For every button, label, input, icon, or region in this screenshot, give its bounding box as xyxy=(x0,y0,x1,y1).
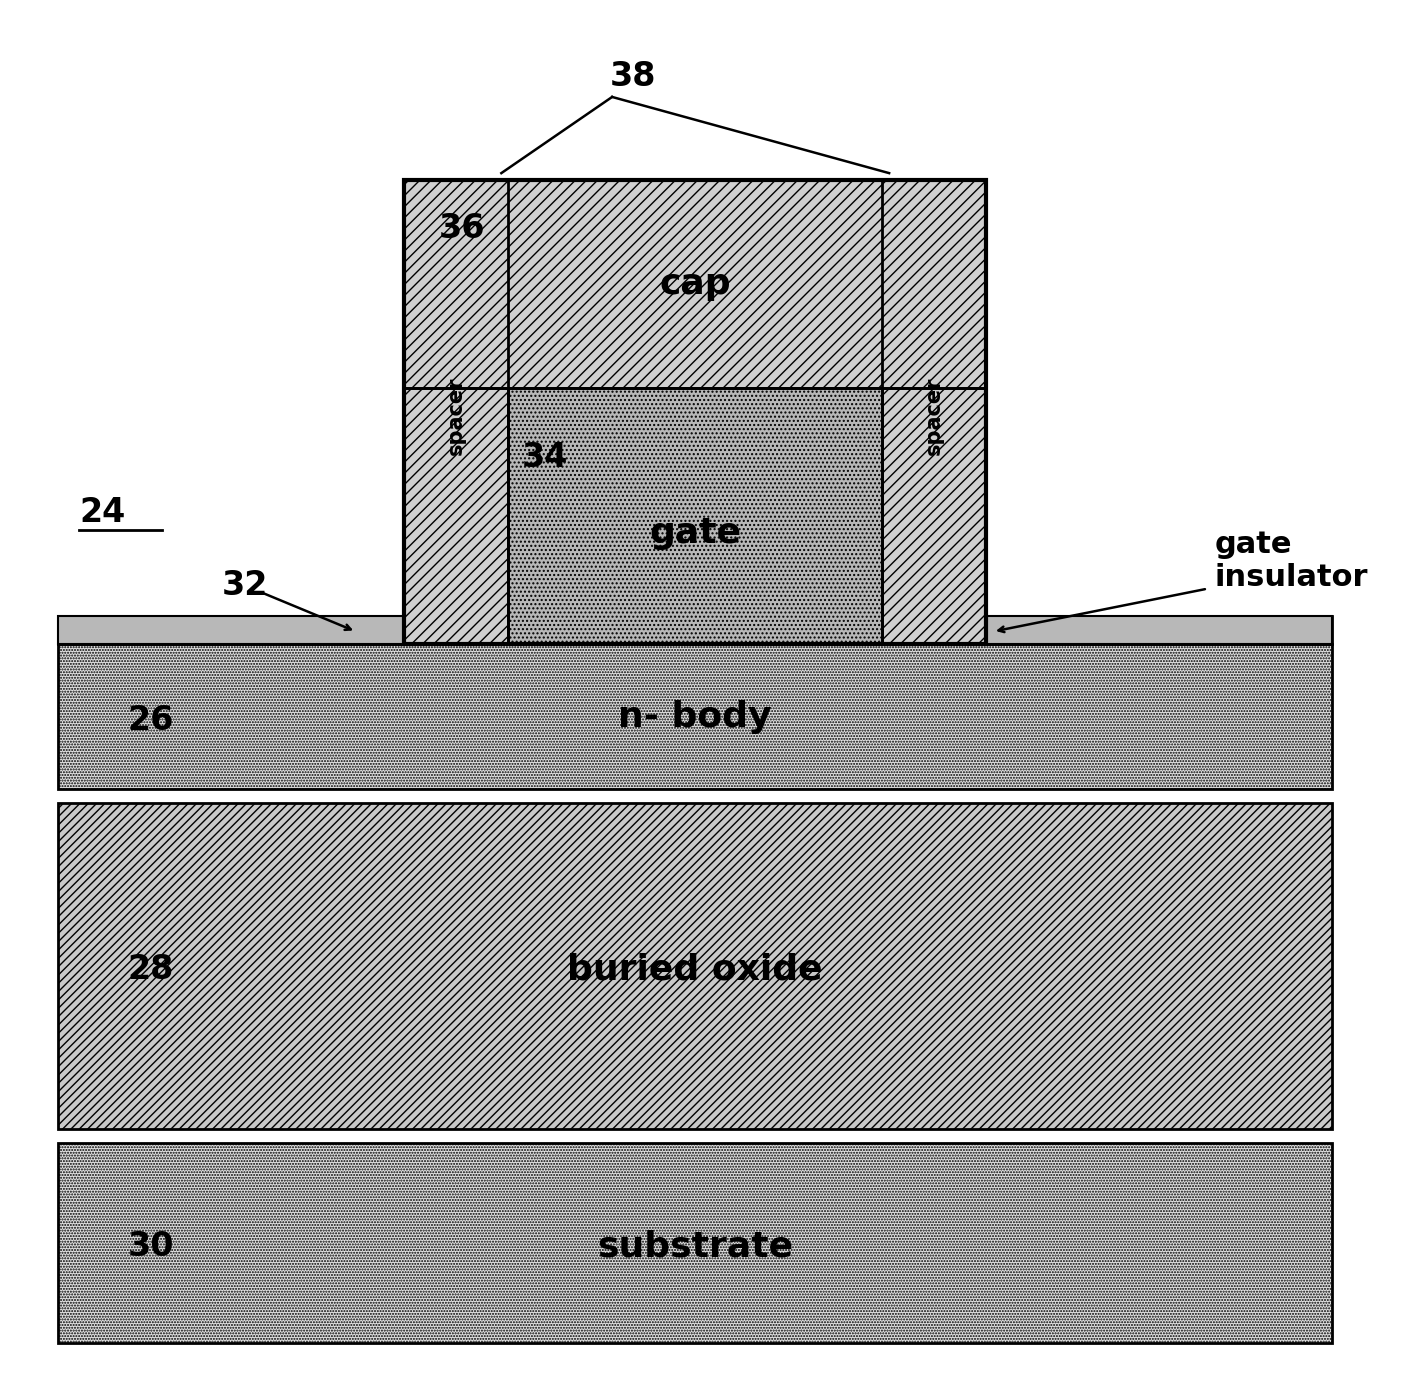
Bar xyxy=(405,180,986,644)
Bar xyxy=(883,180,986,644)
Text: cap: cap xyxy=(660,267,731,301)
Bar xyxy=(986,616,1332,644)
Text: 38: 38 xyxy=(609,60,656,93)
Text: 24: 24 xyxy=(78,496,125,529)
Text: n- body: n- body xyxy=(618,701,772,734)
Text: 30: 30 xyxy=(127,1230,174,1263)
Bar xyxy=(57,616,405,644)
Text: gate: gate xyxy=(649,517,741,550)
Bar xyxy=(57,1143,1332,1343)
Bar xyxy=(57,616,1332,644)
Text: buried oxide: buried oxide xyxy=(567,953,822,986)
Text: gate
insulator: gate insulator xyxy=(1215,529,1369,593)
Bar xyxy=(405,180,986,388)
Text: 32: 32 xyxy=(221,569,269,602)
Text: 36: 36 xyxy=(439,212,486,245)
Bar xyxy=(57,644,1332,789)
Bar xyxy=(509,388,883,644)
Text: 28: 28 xyxy=(127,953,174,986)
Text: 34: 34 xyxy=(523,440,569,474)
Text: spacer: spacer xyxy=(447,377,467,454)
Text: substrate: substrate xyxy=(597,1230,793,1263)
Bar xyxy=(405,180,509,644)
Bar xyxy=(57,803,1332,1129)
Text: 26: 26 xyxy=(127,704,174,737)
Text: spacer: spacer xyxy=(925,377,944,454)
